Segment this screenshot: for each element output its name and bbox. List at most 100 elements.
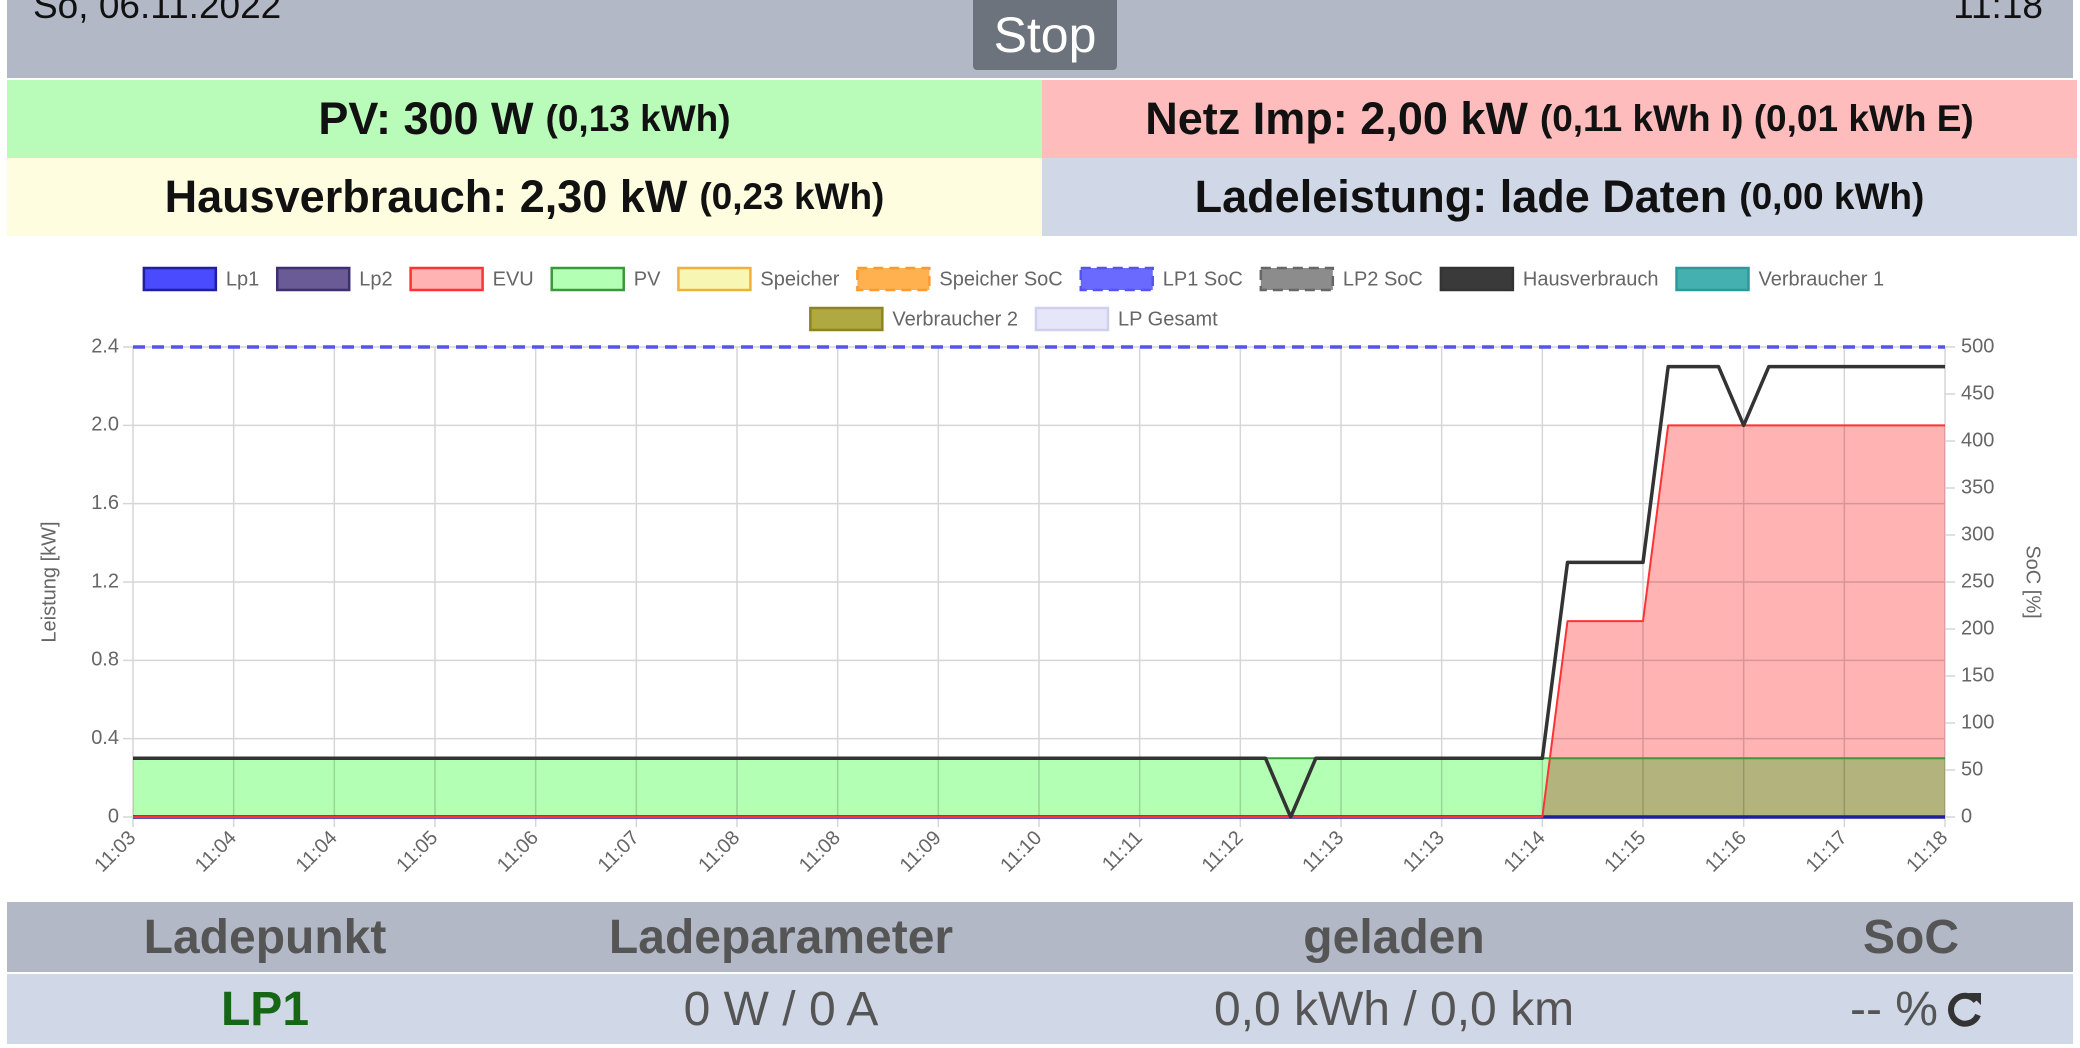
legend-swatch <box>1259 266 1335 292</box>
x-tick-label: 11:08 <box>694 827 744 877</box>
header-bar: So, 06.11.2022 Stop 11:18 <box>7 0 2073 78</box>
y2-tick-label: 500 <box>1961 335 1994 357</box>
x-tick-label: 11:18 <box>1902 827 1952 877</box>
legend-label: EVU <box>493 268 534 290</box>
chart: 0 0.4 0.8 1.2 1.6 2.0 2.4 0 50 100 150 200 250 300 350… <box>38 266 2044 877</box>
legend-item: Verbraucher 1 <box>1675 266 1885 292</box>
table-header-cell: SoC <box>1863 910 1959 964</box>
y-tick-label: 0 <box>108 805 119 827</box>
legend-item: Speicher <box>677 266 840 292</box>
y2-tick-label: 400 <box>1961 429 1994 451</box>
legend-item: LP2 SoC <box>1259 266 1423 292</box>
legend-swatch <box>1034 306 1110 332</box>
legend-item: LP Gesamt <box>1034 306 1218 332</box>
legend-label: LP2 SoC <box>1343 268 1423 290</box>
legend-label: Lp1 <box>226 268 259 290</box>
y2-tick-label: 150 <box>1961 664 1994 686</box>
y2-tick-label: 50 <box>1961 758 1983 780</box>
line <box>133 364 1945 819</box>
y2-tick-label: 200 <box>1961 617 1994 639</box>
y-tick-label: 0.8 <box>91 649 119 671</box>
legend-swatch <box>809 306 884 332</box>
x-tick-label: 11:13 <box>1298 827 1348 877</box>
tile-value: Ladeleistung: lade Daten <box>1194 171 1728 222</box>
legend-swatch <box>1675 266 1750 292</box>
table-header: Ladepunkt Ladeparameter geladen SoC <box>7 902 2073 972</box>
legend-label: Verbraucher 2 <box>892 308 1018 330</box>
y2-axis-title: SoC [%] <box>2022 545 2044 618</box>
x-tick-label: 11:06 <box>493 827 543 877</box>
legend-item: Lp2 <box>275 266 393 292</box>
x-tick-label: 11:12 <box>1198 827 1248 877</box>
x-tick-label: 11:09 <box>896 827 946 877</box>
legend-label: Lp2 <box>359 268 392 290</box>
y-tick-label: 2.4 <box>91 335 119 357</box>
legend-swatch <box>409 266 484 292</box>
y2-tick-label: 350 <box>1961 476 1994 498</box>
x-tick-label: 11:17 <box>1802 827 1852 877</box>
legend-label: Speicher <box>760 268 839 290</box>
tile-energy: (0,00 kWh) <box>1739 176 1925 217</box>
table-cell[interactable]: LP1 <box>220 982 310 1036</box>
y-axis-title: Leistung [kW] <box>38 521 60 642</box>
y2-tick-label: 0 <box>1961 805 1972 827</box>
status-tile: Hausverbrauch: 2,30 kW (0,23 kWh) <box>7 158 1042 236</box>
legend-label: Hausverbrauch <box>1523 268 1659 290</box>
y-tick-label: 0.4 <box>91 727 119 749</box>
legend-item: Hausverbrauch <box>1439 266 1659 292</box>
legend-label: Speicher SoC <box>939 268 1062 290</box>
legend-swatch <box>1439 266 1515 292</box>
x-tick-label: 11:10 <box>996 827 1046 877</box>
y2-tick-label: 450 <box>1961 382 1994 404</box>
line <box>133 424 1945 818</box>
tile-value: PV: 300 W <box>318 93 534 144</box>
legend-item: Lp1 <box>142 266 259 292</box>
legend-label: LP Gesamt <box>1118 308 1218 330</box>
x-tick-label: 11:08 <box>795 827 845 877</box>
table-header-cell: Ladeparameter <box>608 910 954 964</box>
y2-tick-label: 300 <box>1961 523 1994 545</box>
x-tick-label: 11:04 <box>292 827 342 877</box>
table-header-cell: geladen <box>1303 910 1485 964</box>
x-tick-label: 11:03 <box>90 827 140 877</box>
legend-swatch <box>1079 266 1155 292</box>
table-row: LP1 0 W / 0 A 0,0 kWh / 0,0 km -- % <box>7 974 2073 1044</box>
y2-tick-label: 100 <box>1961 711 1994 733</box>
x-tick-label: 11:04 <box>191 827 241 877</box>
legend-swatch <box>550 266 625 292</box>
legend-item: Speicher SoC <box>856 266 1063 292</box>
legend-item: LP1 SoC <box>1079 266 1243 292</box>
table-cell: 0,0 kWh / 0,0 km <box>1213 982 1575 1036</box>
legend-swatch <box>142 266 218 292</box>
legend-item: PV <box>550 266 661 292</box>
tile-energy: (0,13 kWh) <box>545 98 731 139</box>
legend-item: EVU <box>409 266 534 292</box>
y2-tick-label: 250 <box>1961 570 1994 592</box>
x-tick-label: 11:11 <box>1098 827 1147 876</box>
stop-button[interactable]: Stop <box>973 0 1117 70</box>
x-tick-label: 11:05 <box>392 827 442 877</box>
y-tick-label: 2.0 <box>91 414 119 436</box>
y-tick-label: 1.6 <box>91 492 119 514</box>
time: 11:18 <box>1953 0 2043 26</box>
y-tick-label: 1.2 <box>91 570 119 592</box>
x-tick-label: 11:15 <box>1600 827 1650 877</box>
refresh-icon[interactable] <box>1943 989 1985 1031</box>
table-header-cell: Ladepunkt <box>143 910 387 964</box>
tile-energy: (0,11 kWh I) (0,01 kWh E) <box>1539 98 1974 139</box>
x-tick-label: 11:16 <box>1701 827 1751 877</box>
tile-value: Netz Imp: 2,00 kW <box>1145 93 1528 144</box>
x-tick-label: 11:13 <box>1399 827 1449 877</box>
tile-value: Hausverbrauch: 2,30 kW <box>164 171 688 222</box>
x-tick-label: 11:14 <box>1500 827 1550 877</box>
tile-energy: (0,23 kWh) <box>699 176 885 217</box>
legend-swatch <box>856 266 931 292</box>
legend-item: Verbraucher 2 <box>809 306 1018 332</box>
legend-swatch <box>275 266 351 292</box>
legend-label: Verbraucher 1 <box>1759 268 1885 290</box>
legend-swatch <box>677 266 752 292</box>
status-tile: Ladeleistung: lade Daten (0,00 kWh) <box>1042 158 2077 236</box>
area <box>133 758 1945 817</box>
table-cell: -- % <box>1850 982 1938 1036</box>
